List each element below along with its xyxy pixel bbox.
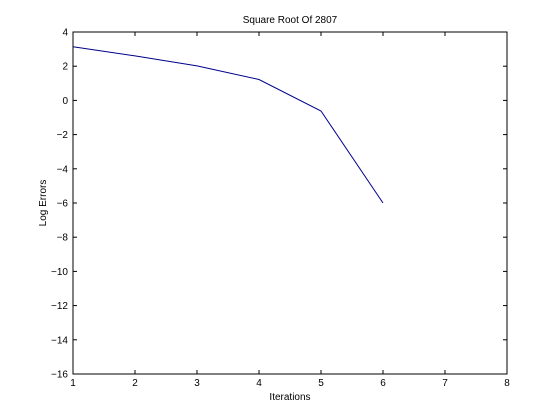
x-tick-label: 1	[70, 378, 76, 389]
y-tick-label: 4	[62, 28, 68, 39]
y-tick-label: −12	[51, 301, 68, 312]
y-tick-label: −4	[57, 164, 69, 175]
y-tick-label: −16	[51, 370, 68, 381]
y-axis-label: Log Errors	[38, 180, 49, 227]
x-tick-label: 4	[256, 378, 262, 389]
x-tick-label: 6	[380, 378, 386, 389]
y-tick-label: 2	[62, 62, 68, 73]
y-tick-label: −6	[57, 199, 69, 210]
y-tick-label: −2	[57, 130, 69, 141]
x-tick-label: 2	[132, 378, 138, 389]
x-axis-label: Iterations	[269, 392, 310, 403]
y-tick-label: −10	[51, 267, 68, 278]
y-tick-label: −14	[51, 335, 68, 346]
tick-labels-layer: 1 2 3 4 5 6 7 8 4 2 0 −2 −4 −6 −8 −10 −12 −14 −16	[51, 28, 510, 390]
series-line	[72, 46, 384, 204]
y-tick-label: −8	[57, 233, 69, 244]
x-tick-label: 8	[504, 378, 510, 389]
chart-title: Square Root Of 2807	[243, 15, 338, 26]
x-tick-label: 3	[194, 378, 200, 389]
x-tick-label: 5	[318, 378, 324, 389]
plot-frame	[72, 31, 508, 375]
x-tick-label: 7	[442, 378, 448, 389]
y-tick-label: 0	[62, 96, 68, 107]
plot-area-background	[73, 32, 507, 374]
